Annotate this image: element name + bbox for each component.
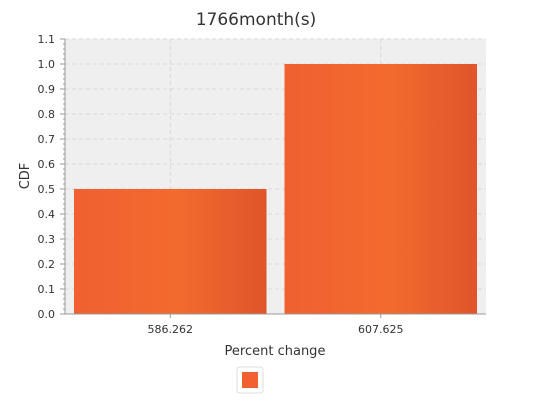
x-axis-label: Percent change xyxy=(225,344,326,359)
x-tick-label: 586.262 xyxy=(148,323,194,336)
chart-title: 1766month(s) xyxy=(196,10,317,30)
y-tick-label: 0.2 xyxy=(38,258,56,271)
x-axis: 586.262 607.625 xyxy=(65,313,486,336)
y-tick-label: 0.4 xyxy=(38,208,56,221)
x-tick-label: 607.625 xyxy=(358,323,404,336)
y-tick-label: 0.3 xyxy=(38,233,56,246)
y-tick-label: 0.1 xyxy=(38,283,56,296)
legend-swatch xyxy=(242,372,258,388)
y-tick-label: 1.1 xyxy=(38,33,56,46)
legend xyxy=(236,366,264,394)
y-tick-label: 0.5 xyxy=(38,183,56,196)
bar-1 xyxy=(74,189,267,314)
y-tick-label: 0.8 xyxy=(38,108,56,121)
y-tick-label: 0.9 xyxy=(38,83,56,96)
y-tick-label: 0.0 xyxy=(38,308,56,321)
bar-2 xyxy=(284,64,477,314)
bars xyxy=(74,64,477,314)
y-axis: 0.0 0.1 0.2 0.3 0.4 0.5 0.6 0.7 0.8 0.9 1.0 1.1 xyxy=(38,33,66,321)
y-axis-label: CDF xyxy=(18,163,33,190)
y-tick-label: 0.7 xyxy=(38,133,56,146)
y-tick-label: 0.6 xyxy=(38,158,56,171)
y-tick-label: 1.0 xyxy=(38,58,56,71)
